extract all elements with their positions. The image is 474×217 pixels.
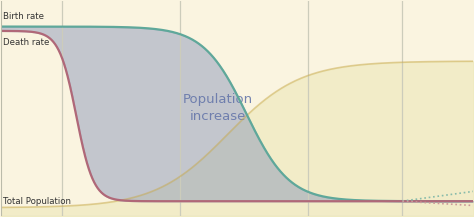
Text: Population
increase: Population increase xyxy=(183,94,253,123)
Text: Birth rate: Birth rate xyxy=(3,12,44,21)
Text: Death rate: Death rate xyxy=(3,38,49,48)
Text: Total Population: Total Population xyxy=(3,197,71,206)
